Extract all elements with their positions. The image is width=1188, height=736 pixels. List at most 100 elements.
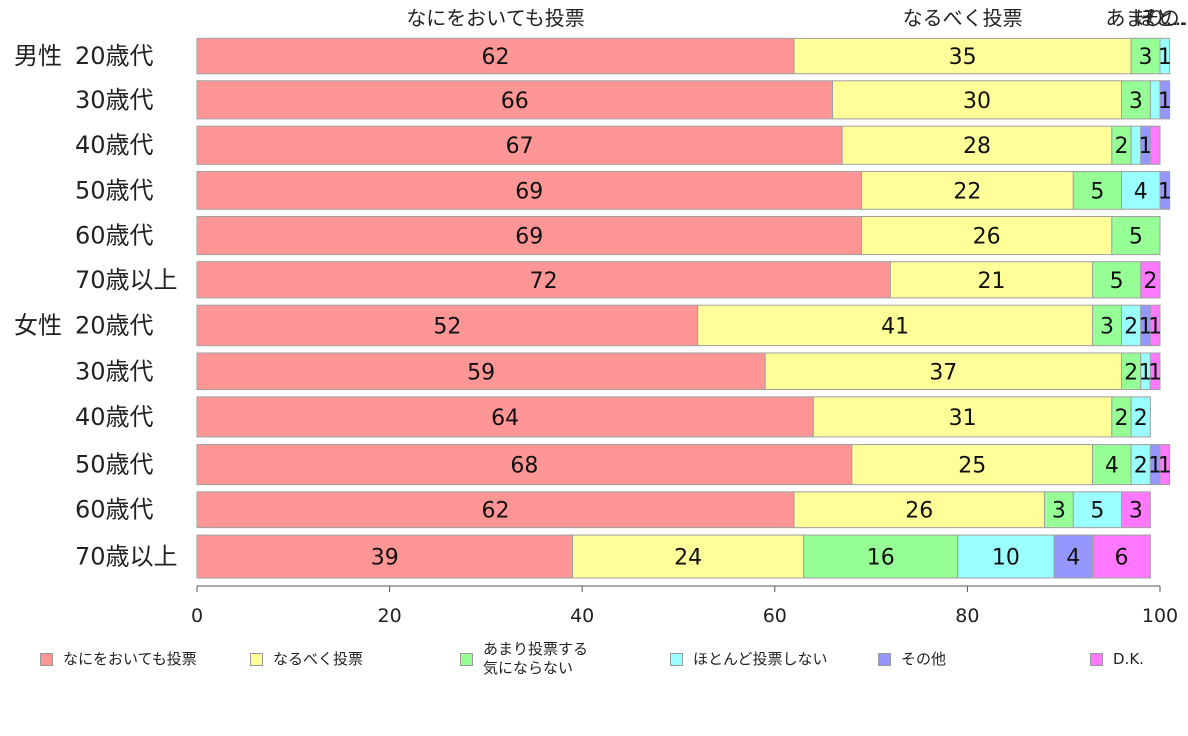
row-category-label: 60歳代 [75, 222, 154, 250]
x-tick-label: 100 [1142, 605, 1178, 627]
bar-segment [196, 396, 814, 438]
bar-segment [860, 215, 1113, 256]
bar-segment [196, 80, 834, 120]
legend-label: あまり投票する 気にならない [483, 640, 589, 677]
row-category-label: 30歳代 [75, 86, 154, 114]
row-group-label: 女性 [14, 311, 62, 339]
bar-segment [1130, 396, 1151, 438]
legend-swatch [1090, 653, 1103, 666]
segment-label: 5 [1129, 225, 1143, 250]
bar-segment [1120, 80, 1151, 120]
bar-segment [572, 534, 805, 579]
segment-label: 52 [433, 314, 461, 339]
legend-item: あまり投票する 気にならない [460, 640, 588, 678]
legend-item: D.K. [1090, 650, 1144, 669]
segment-label: 1 [1148, 454, 1162, 479]
segment-label: 25 [958, 454, 986, 479]
legend-item: なるべく投票 [250, 650, 363, 669]
row-category-label: 20歳代 [75, 42, 154, 70]
row-category-label: 40歳代 [75, 403, 154, 431]
segment-label: 59 [467, 360, 495, 385]
bar-segment [1140, 261, 1161, 299]
segment-label: 2 [1114, 406, 1128, 431]
segment-label: 3 [1139, 45, 1153, 70]
segment-label: 72 [530, 269, 558, 294]
bar-segment [860, 171, 1074, 210]
segment-label: 67 [506, 134, 534, 159]
bar-segment [1043, 491, 1074, 529]
segment-label: 2 [1124, 314, 1138, 339]
legend-swatch [40, 653, 53, 666]
segment-label: 35 [949, 45, 977, 70]
segment-label: 3 [1129, 499, 1143, 524]
bar-segment [1159, 444, 1171, 486]
bar-segment [196, 304, 699, 347]
legend-label: ほとんど投票しない [693, 650, 828, 668]
bar-segment [196, 534, 574, 579]
segment-label: 26 [905, 499, 933, 524]
segment-label: 66 [501, 89, 529, 114]
bar-segment [196, 215, 862, 256]
segment-label: 1 [1158, 454, 1172, 479]
segment-label: 2 [1143, 269, 1157, 294]
segment-label: 1 [1148, 360, 1162, 385]
bar-segment [1111, 215, 1161, 256]
segment-label: 1 [1139, 314, 1153, 339]
segment-label: 39 [371, 546, 399, 571]
segment-label: 69 [515, 225, 543, 250]
top-series-label: その… [1140, 6, 1188, 30]
segment-label: 28 [963, 134, 991, 159]
segment-label: 37 [929, 360, 957, 385]
bar-segment [1120, 491, 1151, 529]
legend-item: ほとんど投票しない [670, 650, 828, 669]
bar-segment [196, 261, 891, 299]
bar-segment [1072, 171, 1122, 210]
bar-segment [764, 352, 1122, 391]
row-category-label: 60歳代 [75, 496, 154, 524]
bar-segment [851, 444, 1094, 486]
legend-label: その他 [901, 650, 947, 668]
legend-item: その他 [878, 650, 946, 669]
segment-label: 2 [1134, 454, 1148, 479]
segment-label: 6 [1114, 546, 1128, 571]
top-series-label: なるべく投票 [903, 6, 1023, 30]
segment-label: 16 [867, 546, 895, 571]
segment-label: 3 [1052, 499, 1066, 524]
segment-label: 62 [482, 45, 510, 70]
x-tick-label: 40 [570, 605, 594, 627]
bar-segment [832, 80, 1122, 120]
stacked-bar-chart: なにをおいても投票なるべく投票あまり…ほと…その…男性20歳代62353130歳… [14, 6, 1188, 627]
segment-label: 1 [1158, 179, 1172, 204]
bar-segment [1072, 491, 1122, 529]
bar-segment [196, 491, 795, 529]
bar-segment [196, 171, 862, 210]
row-category-label: 70歳以上 [75, 266, 178, 294]
segment-label: 2 [1114, 134, 1128, 159]
segment-label: 26 [973, 225, 1001, 250]
segment-label: 3 [1100, 314, 1114, 339]
bar-segment [1149, 304, 1161, 347]
segment-label: 1 [1139, 360, 1153, 385]
row-category-label: 20歳代 [75, 311, 154, 339]
x-tick-label: 80 [955, 605, 979, 627]
legend-label: なにをおいても投票 [63, 650, 197, 668]
row-group-label: 男性 [14, 42, 62, 70]
bar-segment [1149, 352, 1161, 391]
top-series-label: ほと… [1135, 6, 1188, 30]
bar-segment [1149, 125, 1161, 165]
bar-segment [1092, 304, 1122, 347]
bar-segment [1159, 37, 1171, 75]
segment-label: 10 [992, 546, 1020, 571]
segment-label: 22 [953, 179, 981, 204]
segment-label: 5 [1110, 269, 1124, 294]
segment-label: 5 [1090, 499, 1104, 524]
bar-segment [1092, 444, 1132, 486]
segment-label: 68 [510, 454, 538, 479]
segment-label: 1 [1148, 314, 1162, 339]
chart-legend: なにをおいても投票 なるべく投票 あまり投票する 気にならない ほとんど投票しない その… [0, 640, 1188, 690]
legend-swatch [250, 653, 263, 666]
row-category-label: 50歳代 [75, 176, 154, 204]
segment-label: 21 [977, 269, 1005, 294]
legend-swatch [878, 653, 891, 666]
segment-label: 2 [1124, 360, 1138, 385]
